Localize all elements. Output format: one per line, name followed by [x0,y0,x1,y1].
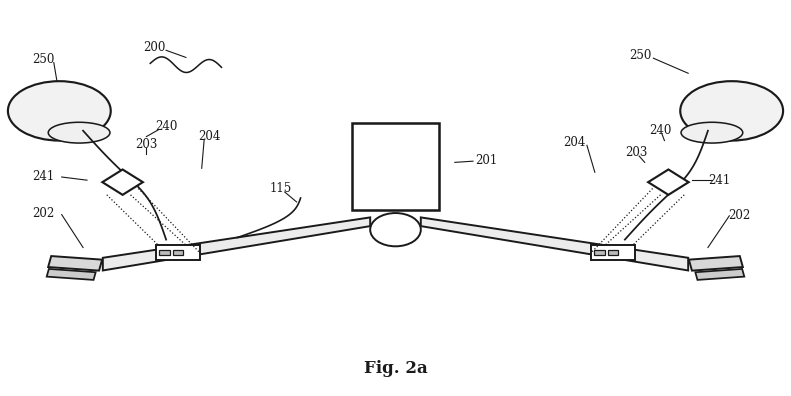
Text: 241: 241 [32,170,55,183]
Polygon shape [47,269,96,280]
Polygon shape [421,217,688,270]
Bar [352,123,439,210]
Text: 201: 201 [475,154,498,167]
Text: 200: 200 [143,41,165,54]
Ellipse shape [680,81,783,141]
Text: 202: 202 [729,209,751,222]
Text: 240: 240 [155,120,177,133]
Polygon shape [103,217,370,270]
Bar [157,245,199,260]
Text: 240: 240 [649,124,672,137]
Text: 250: 250 [630,49,652,62]
Polygon shape [695,269,744,280]
Text: 204: 204 [199,130,221,143]
Bar [592,245,635,260]
Bar [160,250,170,255]
Polygon shape [48,256,102,270]
Text: 115: 115 [270,182,292,194]
Polygon shape [102,169,143,195]
Text: 250: 250 [32,53,55,66]
Polygon shape [648,169,689,195]
Text: 204: 204 [563,136,585,149]
Text: 241: 241 [709,174,731,187]
Ellipse shape [681,122,743,143]
Ellipse shape [48,122,110,143]
Bar [172,250,184,255]
Text: 203: 203 [626,146,648,159]
Polygon shape [689,256,743,270]
Text: 203: 203 [135,138,157,151]
Text: 202: 202 [32,208,55,220]
Ellipse shape [8,81,111,141]
Bar [595,250,605,255]
Ellipse shape [370,213,421,246]
Bar [608,250,619,255]
Text: Fig. 2a: Fig. 2a [364,360,427,377]
